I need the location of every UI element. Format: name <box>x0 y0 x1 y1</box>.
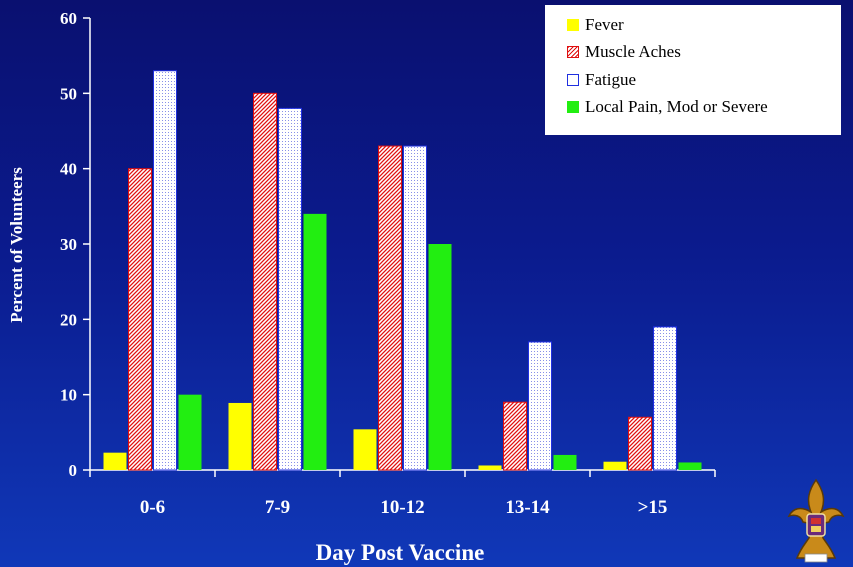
bar-local-pain-mod-or-severe-0 <box>178 394 202 470</box>
bar-fatigue-4 <box>653 326 677 471</box>
bar-fatigue-2 <box>403 145 427 471</box>
x-tick-label: 0-6 <box>140 497 165 518</box>
bar-fever-0 <box>103 452 127 470</box>
bar-muscle-aches-2 <box>378 145 402 471</box>
legend-label: Fever <box>585 14 624 34</box>
x-tick-label: 7-9 <box>265 497 290 518</box>
y-tick-label: 20 <box>60 310 77 329</box>
bar-fever-3 <box>478 465 502 470</box>
x-axis-title: Day Post Vaccine <box>316 540 485 565</box>
legend-label: Muscle Aches <box>585 42 681 62</box>
legend-label: Local Pain, Mod or Severe <box>585 97 768 117</box>
legend-swatch-fever <box>567 18 579 31</box>
bar-fatigue-1 <box>278 107 302 471</box>
bar-fever-2 <box>353 429 377 470</box>
chart-labels: 0 10 20 30 40 50 60 0-6 7-9 10-12 13-14 >15 <box>60 9 667 518</box>
legend-swatch-muscle-aches <box>567 46 579 59</box>
y-tick-label: 10 <box>60 386 77 405</box>
y-tick-label: 0 <box>69 461 78 480</box>
legend-swatch-local-pain <box>567 101 579 114</box>
y-tick-label: 60 <box>60 9 77 28</box>
y-tick-label: 30 <box>60 235 77 254</box>
bar-fever-1 <box>228 402 252 470</box>
legend-item-fever: Fever <box>567 11 833 39</box>
y-tick-label: 40 <box>60 160 77 179</box>
x-tick-label: 10-12 <box>380 497 424 518</box>
bar-fatigue-0 <box>153 70 177 471</box>
bar-fever-4 <box>603 461 627 470</box>
bar-muscle-aches-1 <box>253 92 277 471</box>
bar-muscle-aches-4 <box>628 416 652 471</box>
fleur-de-lis-crest-icon <box>787 478 845 563</box>
chart-legend: Fever Muscle Aches Fatigue Local Pain, M… <box>545 5 841 135</box>
bar-muscle-aches-0 <box>128 168 152 471</box>
chart-bars <box>103 70 702 471</box>
legend-label: Fatigue <box>585 69 636 89</box>
x-tick-label: 13-14 <box>505 497 550 518</box>
bar-muscle-aches-3 <box>503 401 527 471</box>
y-tick-label: 50 <box>60 84 77 103</box>
legend-swatch-fatigue <box>567 73 579 86</box>
bar-local-pain-mod-or-severe-4 <box>678 462 702 470</box>
bar-local-pain-mod-or-severe-3 <box>553 454 577 470</box>
bar-local-pain-mod-or-severe-2 <box>428 244 452 470</box>
bar-local-pain-mod-or-severe-1 <box>303 213 327 470</box>
legend-item-fatigue: Fatigue <box>567 66 833 94</box>
legend-item-muscle-aches: Muscle Aches <box>567 39 833 67</box>
y-axis-title: Percent of Volunteers <box>7 167 26 323</box>
x-tick-label: >15 <box>638 497 668 518</box>
legend-item-local-pain: Local Pain, Mod or Severe <box>567 94 833 122</box>
bar-fatigue-3 <box>528 341 552 471</box>
